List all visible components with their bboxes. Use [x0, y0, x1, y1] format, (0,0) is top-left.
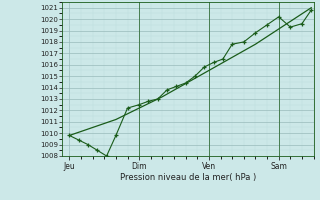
X-axis label: Pression niveau de la mer( hPa ): Pression niveau de la mer( hPa ): [120, 173, 256, 182]
